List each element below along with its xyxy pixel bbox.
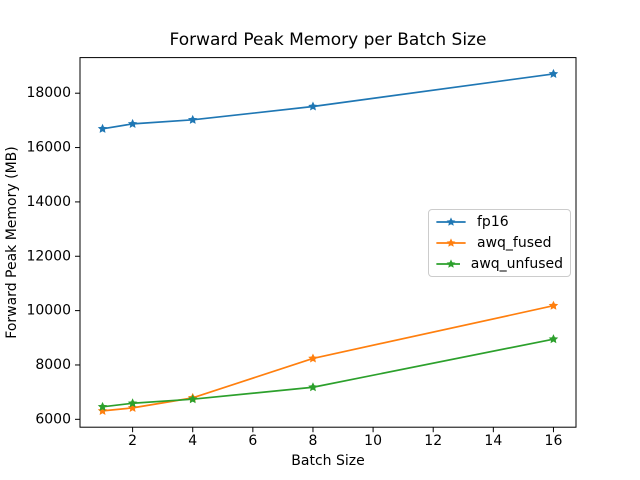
legend-label: awq_fused [477, 235, 552, 251]
y-tick-label: 6000 [35, 411, 71, 427]
data-point-marker-fp16 [548, 68, 559, 78]
y-tick-label: 18000 [26, 85, 71, 101]
legend-line-star-icon [436, 217, 466, 227]
x-axis-label: Batch Size [291, 453, 364, 469]
data-point-marker-awq_unfused [127, 398, 138, 408]
legend-item-fp16: fp16 [436, 212, 563, 233]
legend-item-awq-unfused: awq_unfused [436, 253, 563, 274]
series-line-awq_unfused [101, 338, 555, 408]
data-point-marker-fp16 [127, 118, 138, 128]
data-point-marker-awq_fused [127, 402, 138, 412]
data-point-marker-awq_unfused [548, 334, 559, 344]
y-tick-label: 8000 [35, 357, 71, 373]
legend-label: fp16 [477, 214, 509, 231]
chart-title: Forward Peak Memory per Batch Size [170, 30, 487, 50]
data-point-marker-awq_fused [97, 405, 108, 415]
y-tick-label: 14000 [26, 194, 71, 210]
axes-spines [79, 57, 577, 428]
data-point-marker-fp16 [308, 101, 318, 111]
data-point-marker-fp16 [187, 114, 198, 124]
x-tick-label: 8 [309, 433, 318, 449]
y-tick-label: 16000 [26, 140, 71, 156]
x-tick-label: 4 [188, 433, 197, 449]
data-point-marker-awq_fused [308, 353, 318, 363]
legend-line-star-icon [436, 259, 460, 268]
series-line-fp16 [101, 73, 555, 130]
y-axis-label: Forward Peak Memory (MB) [4, 146, 20, 338]
x-tick-label: 12 [424, 433, 442, 449]
data-point-marker-awq_unfused [97, 401, 108, 411]
x-tick-label: 10 [364, 433, 382, 449]
legend: fp16 awq_fused awq_unfused [428, 209, 571, 277]
series-line-awq_fused [101, 304, 555, 412]
y-tick-label: 12000 [26, 248, 71, 264]
legend-label: awq_unfused [470, 255, 563, 272]
data-point-marker-awq_unfused [308, 382, 318, 392]
x-tick-label: 14 [484, 433, 502, 449]
data-point-marker-awq_fused [548, 300, 559, 310]
x-tick-label: 16 [545, 433, 563, 449]
legend-item-awq-fused: awq_fused [436, 233, 563, 254]
y-tick-label: 10000 [26, 303, 71, 319]
x-tick-label: 2 [128, 433, 137, 449]
x-tick-label: 6 [248, 433, 257, 449]
legend-line-star-icon [436, 238, 466, 247]
data-point-marker-fp16 [97, 123, 108, 133]
data-point-marker-awq_unfused [187, 394, 198, 404]
